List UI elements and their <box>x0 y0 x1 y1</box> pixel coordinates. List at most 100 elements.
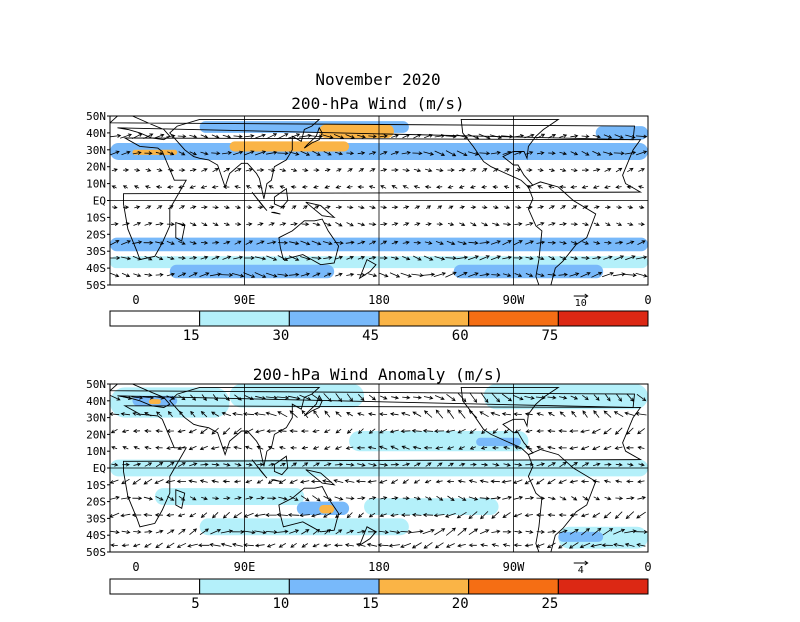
wind-vector <box>254 543 265 548</box>
wind-vector <box>470 222 477 227</box>
wind-vector <box>492 428 499 434</box>
wind-vector <box>300 495 310 502</box>
wind-vector <box>335 205 343 210</box>
wind-vector <box>379 272 389 278</box>
wind-vector <box>560 205 566 210</box>
colorbar-segment <box>378 578 470 595</box>
wind-vector <box>211 151 221 156</box>
wind-vector <box>335 393 343 403</box>
anomaly-panel: 50N 40N 30N 20N 10N EQ 10S 20S 30S 40S 50S 0 90E 180 9… <box>86 378 651 576</box>
wind-vector <box>200 151 209 156</box>
wind-vector <box>391 395 400 400</box>
wind-vector <box>625 511 635 520</box>
wind-vector <box>120 513 131 518</box>
wind-vector <box>120 133 133 139</box>
wind-vector <box>547 462 556 467</box>
wind-vector <box>189 185 196 189</box>
wind-vector <box>445 527 456 536</box>
wind-vector <box>479 411 489 418</box>
wind-vector <box>234 394 242 401</box>
wind-vector <box>637 445 645 450</box>
wind-vector <box>458 185 465 189</box>
wind-vector <box>579 542 591 549</box>
wind-vector <box>559 496 567 501</box>
wind-vector <box>638 462 645 467</box>
coastline <box>271 479 281 482</box>
wind-vector <box>637 479 645 484</box>
wind-vector <box>200 185 208 189</box>
wind-vector <box>324 528 331 535</box>
wind-vector <box>177 446 186 450</box>
wind-vector <box>570 185 577 189</box>
colorbar-segment <box>199 310 290 327</box>
wind-vector <box>267 445 275 450</box>
wind-vector <box>379 445 388 450</box>
wind-vector <box>559 241 567 245</box>
reference-vector-label: 10 <box>575 298 587 309</box>
wind-vector <box>177 429 186 434</box>
wind-vector <box>559 395 568 400</box>
wind-vector <box>234 240 242 245</box>
wind-vector <box>638 222 645 227</box>
wind-vector <box>166 446 175 450</box>
wind-vector <box>525 240 535 245</box>
wind-vector <box>536 273 545 277</box>
wind-vector <box>423 410 433 418</box>
wind-vector <box>323 446 331 450</box>
wind-vector <box>358 168 365 172</box>
wind-vector <box>536 478 545 485</box>
wind-vector <box>200 428 208 435</box>
wind-vector <box>209 542 221 547</box>
wind-vector <box>235 222 242 227</box>
wind-vector <box>479 255 490 261</box>
wind-vector <box>254 530 267 535</box>
wind-vector <box>481 184 487 189</box>
wind-vector <box>268 462 275 467</box>
wind-vector <box>524 395 535 400</box>
wind-vector <box>155 445 163 450</box>
wind-vector <box>457 241 468 246</box>
wind-vector <box>535 395 546 400</box>
wind-vector <box>525 151 534 155</box>
wind-vector <box>502 529 512 534</box>
wind-vector <box>612 272 626 277</box>
wind-vector <box>132 151 142 155</box>
wind-vector <box>467 133 480 140</box>
wind-vector <box>400 411 411 416</box>
coastline <box>175 489 186 509</box>
wind-vector <box>277 240 289 245</box>
coastline <box>358 526 377 547</box>
wind-vector <box>201 205 208 210</box>
wind-vector <box>345 496 355 501</box>
wind-vector <box>424 133 434 139</box>
wind-vector <box>503 428 510 434</box>
wind-vector <box>144 255 153 261</box>
wind-vector <box>615 167 623 173</box>
wind-vector <box>144 185 151 189</box>
wind-vector <box>402 395 411 400</box>
wind-vector <box>424 479 432 484</box>
wind-vector <box>143 478 153 485</box>
wind-vector <box>245 168 254 172</box>
wind-vector <box>423 542 433 549</box>
colorbar-segment <box>468 578 559 595</box>
wind-vector <box>536 429 544 433</box>
wind-vector <box>167 151 175 156</box>
wind-vector <box>290 168 298 172</box>
wind-vector <box>422 513 434 517</box>
wind-vector <box>133 529 142 534</box>
wind-vector <box>199 528 210 536</box>
x-tick-label: 180 <box>368 293 390 307</box>
wind-vector <box>144 273 153 277</box>
wind-vector <box>614 134 624 139</box>
wind-vector <box>176 479 187 484</box>
wind-vector <box>547 478 556 485</box>
wind-vector <box>257 185 263 189</box>
wind-vector <box>627 462 634 467</box>
wind-vector <box>312 150 321 156</box>
wind-vector <box>626 240 635 245</box>
wind-vector <box>582 241 589 245</box>
wind-vector <box>593 241 601 245</box>
wind-vector <box>167 205 174 210</box>
wind-vector <box>300 150 311 156</box>
